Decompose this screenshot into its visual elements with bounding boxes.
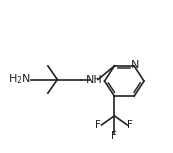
Text: F: F	[95, 120, 101, 130]
Text: NH: NH	[86, 75, 103, 84]
Text: N: N	[131, 60, 139, 70]
Text: F: F	[111, 131, 117, 141]
Text: F: F	[127, 120, 133, 130]
Text: H$_2$N: H$_2$N	[8, 73, 30, 86]
